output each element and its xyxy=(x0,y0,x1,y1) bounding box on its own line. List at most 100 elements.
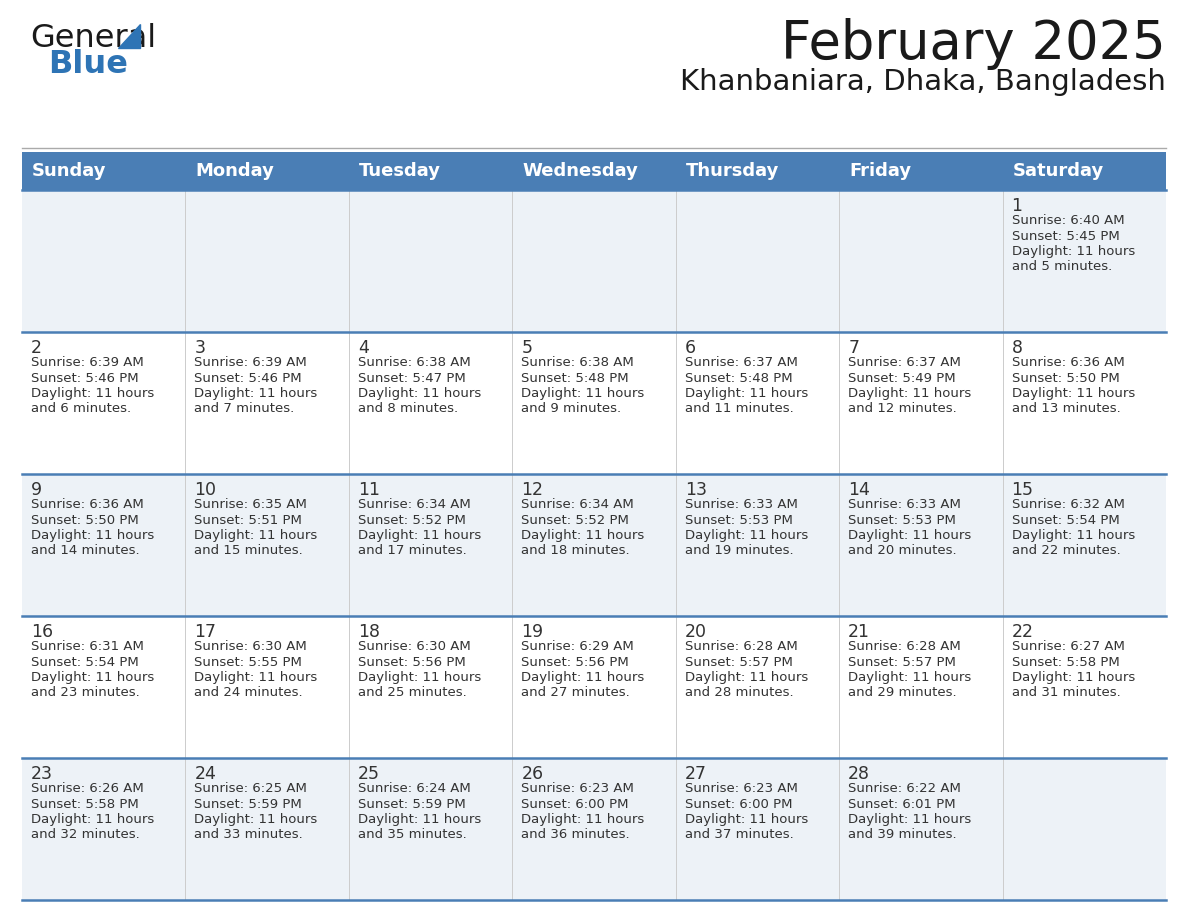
Text: Sunset: 5:46 PM: Sunset: 5:46 PM xyxy=(31,372,139,385)
Bar xyxy=(349,616,512,758)
Text: Sunrise: 6:37 AM: Sunrise: 6:37 AM xyxy=(848,356,961,369)
Text: Daylight: 11 hours: Daylight: 11 hours xyxy=(358,671,481,684)
Text: 18: 18 xyxy=(358,623,380,641)
Text: 11: 11 xyxy=(358,481,380,499)
Bar xyxy=(676,616,839,758)
Text: Sunrise: 6:31 AM: Sunrise: 6:31 AM xyxy=(31,640,144,653)
Text: Daylight: 11 hours: Daylight: 11 hours xyxy=(684,387,808,400)
Bar xyxy=(839,758,1003,900)
Bar xyxy=(839,616,1003,758)
Text: Sunrise: 6:23 AM: Sunrise: 6:23 AM xyxy=(684,782,797,795)
Bar xyxy=(512,474,676,616)
Text: Daylight: 11 hours: Daylight: 11 hours xyxy=(195,671,317,684)
Text: Sunset: 5:57 PM: Sunset: 5:57 PM xyxy=(684,655,792,668)
Bar xyxy=(23,474,185,616)
Text: 14: 14 xyxy=(848,481,870,499)
Text: Daylight: 11 hours: Daylight: 11 hours xyxy=(195,813,317,826)
Text: Sunrise: 6:38 AM: Sunrise: 6:38 AM xyxy=(358,356,470,369)
Text: 17: 17 xyxy=(195,623,216,641)
Text: 19: 19 xyxy=(522,623,543,641)
Text: Daylight: 11 hours: Daylight: 11 hours xyxy=(848,529,972,542)
Bar xyxy=(349,474,512,616)
Polygon shape xyxy=(118,24,140,48)
Text: and 7 minutes.: and 7 minutes. xyxy=(195,402,295,416)
Text: 23: 23 xyxy=(31,765,53,783)
Text: Sunset: 5:46 PM: Sunset: 5:46 PM xyxy=(195,372,302,385)
Text: Daylight: 11 hours: Daylight: 11 hours xyxy=(684,529,808,542)
Text: Sunset: 5:53 PM: Sunset: 5:53 PM xyxy=(848,513,956,527)
Bar xyxy=(676,332,839,474)
Text: Thursday: Thursday xyxy=(685,162,779,180)
Bar xyxy=(512,758,676,900)
Text: Sunset: 5:51 PM: Sunset: 5:51 PM xyxy=(195,513,302,527)
Text: and 36 minutes.: and 36 minutes. xyxy=(522,829,630,842)
Text: Sunrise: 6:25 AM: Sunrise: 6:25 AM xyxy=(195,782,308,795)
Text: Sunset: 5:54 PM: Sunset: 5:54 PM xyxy=(1011,513,1119,527)
Text: and 33 minutes.: and 33 minutes. xyxy=(195,829,303,842)
Text: Sunrise: 6:36 AM: Sunrise: 6:36 AM xyxy=(31,498,144,511)
Bar xyxy=(676,758,839,900)
Text: Sunset: 5:56 PM: Sunset: 5:56 PM xyxy=(522,655,628,668)
Text: 15: 15 xyxy=(1011,481,1034,499)
Text: Sunrise: 6:39 AM: Sunrise: 6:39 AM xyxy=(31,356,144,369)
Text: and 8 minutes.: and 8 minutes. xyxy=(358,402,459,416)
Text: Daylight: 11 hours: Daylight: 11 hours xyxy=(848,387,972,400)
Text: Sunset: 5:57 PM: Sunset: 5:57 PM xyxy=(848,655,956,668)
Bar xyxy=(349,758,512,900)
Bar xyxy=(1003,758,1165,900)
Text: General: General xyxy=(30,23,156,54)
Text: Blue: Blue xyxy=(48,49,128,80)
Text: Sunrise: 6:22 AM: Sunrise: 6:22 AM xyxy=(848,782,961,795)
Text: Sunset: 5:48 PM: Sunset: 5:48 PM xyxy=(684,372,792,385)
Text: Sunrise: 6:34 AM: Sunrise: 6:34 AM xyxy=(522,498,634,511)
Text: Sunrise: 6:38 AM: Sunrise: 6:38 AM xyxy=(522,356,634,369)
Text: Sunrise: 6:34 AM: Sunrise: 6:34 AM xyxy=(358,498,470,511)
Text: Daylight: 11 hours: Daylight: 11 hours xyxy=(522,813,645,826)
Text: and 24 minutes.: and 24 minutes. xyxy=(195,687,303,700)
Text: Sunrise: 6:26 AM: Sunrise: 6:26 AM xyxy=(31,782,144,795)
Text: Wednesday: Wednesday xyxy=(523,162,638,180)
Bar xyxy=(1003,616,1165,758)
Text: and 12 minutes.: and 12 minutes. xyxy=(848,402,956,416)
Text: and 17 minutes.: and 17 minutes. xyxy=(358,544,467,557)
Text: Sunrise: 6:24 AM: Sunrise: 6:24 AM xyxy=(358,782,470,795)
Text: Sunset: 5:45 PM: Sunset: 5:45 PM xyxy=(1011,230,1119,242)
Text: Khanbaniara, Dhaka, Bangladesh: Khanbaniara, Dhaka, Bangladesh xyxy=(680,68,1165,96)
Text: Sunset: 5:49 PM: Sunset: 5:49 PM xyxy=(848,372,956,385)
Text: Sunrise: 6:35 AM: Sunrise: 6:35 AM xyxy=(195,498,308,511)
Text: Sunrise: 6:37 AM: Sunrise: 6:37 AM xyxy=(684,356,797,369)
Text: Sunrise: 6:39 AM: Sunrise: 6:39 AM xyxy=(195,356,308,369)
Text: and 25 minutes.: and 25 minutes. xyxy=(358,687,467,700)
Text: Daylight: 11 hours: Daylight: 11 hours xyxy=(358,387,481,400)
Bar xyxy=(676,474,839,616)
Bar xyxy=(349,152,512,190)
Bar xyxy=(676,152,839,190)
Text: 12: 12 xyxy=(522,481,543,499)
Text: 6: 6 xyxy=(684,339,696,357)
Text: 20: 20 xyxy=(684,623,707,641)
Text: 21: 21 xyxy=(848,623,870,641)
Bar xyxy=(512,152,676,190)
Text: Daylight: 11 hours: Daylight: 11 hours xyxy=(684,813,808,826)
Text: Sunset: 5:59 PM: Sunset: 5:59 PM xyxy=(358,798,466,811)
Text: Sunset: 5:56 PM: Sunset: 5:56 PM xyxy=(358,655,466,668)
Bar xyxy=(839,152,1003,190)
Text: Daylight: 11 hours: Daylight: 11 hours xyxy=(31,813,154,826)
Text: Daylight: 11 hours: Daylight: 11 hours xyxy=(522,529,645,542)
Text: and 39 minutes.: and 39 minutes. xyxy=(848,829,956,842)
Text: Daylight: 11 hours: Daylight: 11 hours xyxy=(522,387,645,400)
Text: Daylight: 11 hours: Daylight: 11 hours xyxy=(1011,529,1135,542)
Text: Sunrise: 6:32 AM: Sunrise: 6:32 AM xyxy=(1011,498,1125,511)
Bar xyxy=(839,474,1003,616)
Text: and 9 minutes.: and 9 minutes. xyxy=(522,402,621,416)
Bar xyxy=(23,152,185,190)
Text: Sunrise: 6:28 AM: Sunrise: 6:28 AM xyxy=(684,640,797,653)
Text: 10: 10 xyxy=(195,481,216,499)
Text: Sunrise: 6:23 AM: Sunrise: 6:23 AM xyxy=(522,782,634,795)
Text: Daylight: 11 hours: Daylight: 11 hours xyxy=(31,387,154,400)
Text: Sunday: Sunday xyxy=(32,162,107,180)
Bar xyxy=(1003,152,1165,190)
Text: Daylight: 11 hours: Daylight: 11 hours xyxy=(848,671,972,684)
Text: 16: 16 xyxy=(31,623,53,641)
Bar xyxy=(839,332,1003,474)
